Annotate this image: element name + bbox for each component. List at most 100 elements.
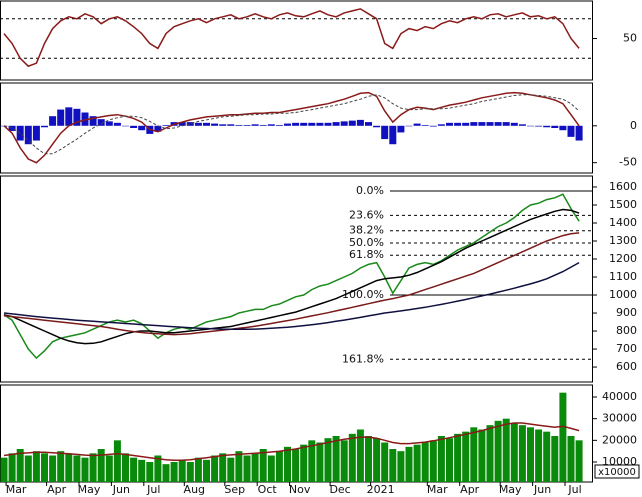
x-tick-label: Dec xyxy=(329,483,350,496)
bar xyxy=(429,125,437,127)
bar xyxy=(494,122,502,126)
bar xyxy=(178,122,186,126)
x-tick-label: Jul xyxy=(567,483,581,496)
bar xyxy=(113,122,121,126)
bar xyxy=(486,122,494,126)
y-tick-label: -50 xyxy=(619,156,637,169)
y-tick-label: 700 xyxy=(616,342,637,355)
bar xyxy=(292,449,300,482)
fib-label: 50.0% xyxy=(349,236,384,249)
series-line xyxy=(3,193,580,360)
bar xyxy=(57,109,65,126)
bar xyxy=(486,425,494,482)
x-tick-label: Nov xyxy=(289,483,311,496)
bar xyxy=(340,121,348,126)
y-tick-label: 1100 xyxy=(609,270,637,283)
bar xyxy=(292,122,300,126)
y-tick-label: 1400 xyxy=(609,216,637,229)
bar xyxy=(437,436,445,482)
bar xyxy=(227,457,235,482)
bar xyxy=(57,451,65,482)
bar xyxy=(259,449,267,482)
bar xyxy=(356,429,364,482)
bar xyxy=(16,449,24,482)
bar xyxy=(154,125,162,132)
series-line xyxy=(3,261,580,330)
bar xyxy=(235,125,243,126)
bar xyxy=(421,125,429,126)
y-tick-label: 600 xyxy=(616,360,637,373)
bar xyxy=(219,124,227,126)
bar xyxy=(527,125,534,127)
bar xyxy=(130,125,138,128)
panel-frame xyxy=(0,0,593,81)
fib-label: 100.0% xyxy=(342,288,384,301)
bar xyxy=(24,455,32,482)
bar xyxy=(316,122,324,126)
bar xyxy=(551,125,559,128)
bar xyxy=(324,438,332,482)
bar xyxy=(381,442,389,482)
bar xyxy=(275,451,283,482)
bar xyxy=(194,122,202,126)
bar xyxy=(41,125,48,128)
bar xyxy=(267,124,275,126)
bar xyxy=(429,440,437,482)
bar xyxy=(227,124,235,126)
bar xyxy=(397,451,405,482)
series-line xyxy=(3,91,580,164)
fib-label: 0.0% xyxy=(356,184,384,197)
bar xyxy=(478,429,486,482)
bar xyxy=(316,442,324,482)
bar xyxy=(251,124,259,126)
bar xyxy=(535,125,543,127)
bar xyxy=(105,121,113,126)
panel-frame xyxy=(0,175,593,383)
y-tick-label: 900 xyxy=(616,306,637,319)
bar xyxy=(356,119,364,126)
fib-label: 161.8% xyxy=(342,352,384,365)
bar xyxy=(381,125,389,140)
y-tick-label: 20000 xyxy=(602,433,637,446)
bar xyxy=(332,122,340,126)
bar xyxy=(0,457,8,482)
bar xyxy=(219,453,227,482)
x-tick-label: Jun xyxy=(533,483,551,496)
bar xyxy=(397,125,405,133)
bar xyxy=(389,125,397,145)
y-tick-label: 800 xyxy=(616,324,637,337)
bar xyxy=(8,125,16,131)
x-tick-label: Apr xyxy=(460,483,480,496)
bar xyxy=(73,108,81,126)
bar xyxy=(567,125,575,137)
bar xyxy=(41,453,48,482)
bar xyxy=(284,446,291,482)
unit-box xyxy=(594,464,640,479)
x-tick-label: Apr xyxy=(47,483,67,496)
x-tick-label: Mar xyxy=(6,483,27,496)
bar xyxy=(437,124,445,126)
bar xyxy=(308,440,316,482)
bar xyxy=(267,455,275,482)
x-tick-label: Jul xyxy=(146,483,160,496)
bar xyxy=(543,431,551,482)
y-tick-label: 1000 xyxy=(609,288,637,301)
y-tick-label: 1600 xyxy=(609,180,637,193)
bar xyxy=(130,457,138,482)
x-tick-label: Jun xyxy=(112,483,130,496)
bar xyxy=(446,438,453,482)
bar xyxy=(81,457,89,482)
bar xyxy=(97,119,105,126)
bar xyxy=(138,125,146,131)
bar xyxy=(65,453,73,482)
y-tick-label: 1200 xyxy=(609,252,637,265)
bar xyxy=(243,125,251,126)
x-tick-label: May xyxy=(499,483,522,496)
x-tick-label: Aug xyxy=(184,483,205,496)
bar xyxy=(365,122,372,126)
bar xyxy=(32,451,40,482)
bar xyxy=(259,125,267,126)
x-tick-label: Oct xyxy=(258,483,278,496)
bar xyxy=(389,449,397,482)
bar xyxy=(211,455,219,482)
